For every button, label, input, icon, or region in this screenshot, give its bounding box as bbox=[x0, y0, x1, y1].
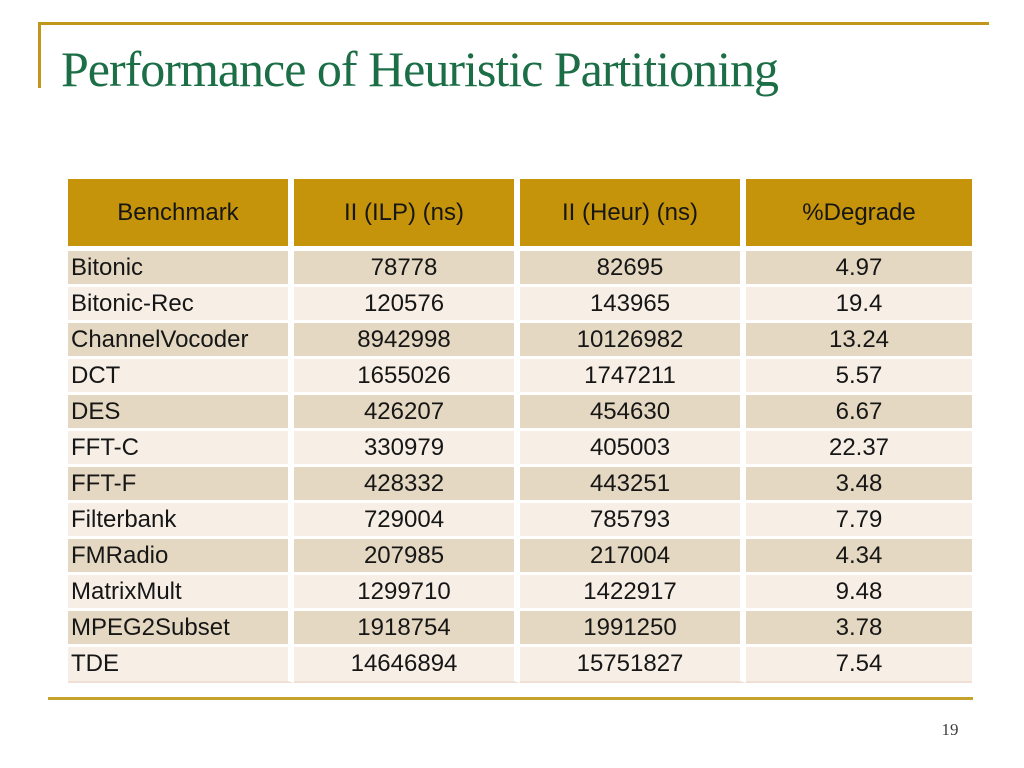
value-cell: 15751827 bbox=[520, 647, 746, 683]
table-row: FFT-C 330979 405003 22.37 bbox=[68, 431, 972, 467]
table-row: MatrixMult 1299710 1422917 9.48 bbox=[68, 575, 972, 611]
value-cell: 4.34 bbox=[746, 539, 972, 575]
value-cell: 785793 bbox=[520, 503, 746, 539]
benchmark-table: Benchmark II (ILP) (ns) II (Heur) (ns) %… bbox=[68, 179, 972, 683]
table-body: Bitonic 78778 82695 4.97 Bitonic-Rec 120576 14… bbox=[68, 251, 972, 683]
benchmark-name-cell: TDE bbox=[68, 647, 294, 683]
table-row: Filterbank 729004 785793 7.79 bbox=[68, 503, 972, 539]
table-header: Benchmark II (ILP) (ns) II (Heur) (ns) %… bbox=[68, 179, 972, 251]
value-cell: 10126982 bbox=[520, 323, 746, 359]
benchmark-name-cell: Bitonic bbox=[68, 251, 294, 287]
value-cell: 1747211 bbox=[520, 359, 746, 395]
value-cell: 3.48 bbox=[746, 467, 972, 503]
table-row: Bitonic-Rec 120576 143965 19.4 bbox=[68, 287, 972, 323]
benchmark-name-cell: ChannelVocoder bbox=[68, 323, 294, 359]
value-cell: 4.97 bbox=[746, 251, 972, 287]
value-cell: 19.4 bbox=[746, 287, 972, 323]
table-row: MPEG2Subset 1918754 1991250 3.78 bbox=[68, 611, 972, 647]
bottom-accent-line bbox=[48, 697, 973, 700]
value-cell: 207985 bbox=[294, 539, 520, 575]
benchmark-name-cell: FFT-C bbox=[68, 431, 294, 467]
value-cell: 3.78 bbox=[746, 611, 972, 647]
table-row: FFT-F 428332 443251 3.48 bbox=[68, 467, 972, 503]
benchmark-name-cell: FMRadio bbox=[68, 539, 294, 575]
value-cell: 1655026 bbox=[294, 359, 520, 395]
table-header-row: Benchmark II (ILP) (ns) II (Heur) (ns) %… bbox=[68, 179, 972, 251]
value-cell: 729004 bbox=[294, 503, 520, 539]
value-cell: 8942998 bbox=[294, 323, 520, 359]
value-cell: 443251 bbox=[520, 467, 746, 503]
value-cell: 1299710 bbox=[294, 575, 520, 611]
value-cell: 1422917 bbox=[520, 575, 746, 611]
value-cell: 78778 bbox=[294, 251, 520, 287]
slide-number: 19 bbox=[941, 720, 959, 739]
value-cell: 426207 bbox=[294, 395, 520, 431]
table-row: Bitonic 78778 82695 4.97 bbox=[68, 251, 972, 287]
value-cell: 143965 bbox=[520, 287, 746, 323]
table-row: FMRadio 207985 217004 4.34 bbox=[68, 539, 972, 575]
column-header-degrade: %Degrade bbox=[746, 179, 972, 251]
column-header-ii-ilp: II (ILP) (ns) bbox=[294, 179, 520, 251]
benchmark-name-cell: DCT bbox=[68, 359, 294, 395]
value-cell: 1918754 bbox=[294, 611, 520, 647]
value-cell: 9.48 bbox=[746, 575, 972, 611]
value-cell: 405003 bbox=[520, 431, 746, 467]
table-row: DCT 1655026 1747211 5.57 bbox=[68, 359, 972, 395]
value-cell: 1991250 bbox=[520, 611, 746, 647]
value-cell: 454630 bbox=[520, 395, 746, 431]
value-cell: 22.37 bbox=[746, 431, 972, 467]
table-row: TDE 14646894 15751827 7.54 bbox=[68, 647, 972, 683]
benchmark-name-cell: Bitonic-Rec bbox=[68, 287, 294, 323]
value-cell: 217004 bbox=[520, 539, 746, 575]
value-cell: 13.24 bbox=[746, 323, 972, 359]
value-cell: 428332 bbox=[294, 467, 520, 503]
value-cell: 82695 bbox=[520, 251, 746, 287]
column-header-benchmark: Benchmark bbox=[68, 179, 294, 251]
benchmark-name-cell: DES bbox=[68, 395, 294, 431]
table-row: DES 426207 454630 6.67 bbox=[68, 395, 972, 431]
page-title: Performance of Heuristic Partitioning bbox=[61, 41, 779, 97]
benchmark-name-cell: MPEG2Subset bbox=[68, 611, 294, 647]
column-header-ii-heur: II (Heur) (ns) bbox=[520, 179, 746, 251]
value-cell: 7.54 bbox=[746, 647, 972, 683]
value-cell: 5.57 bbox=[746, 359, 972, 395]
left-accent-line bbox=[38, 22, 41, 88]
value-cell: 120576 bbox=[294, 287, 520, 323]
table-row: ChannelVocoder 8942998 10126982 13.24 bbox=[68, 323, 972, 359]
value-cell: 14646894 bbox=[294, 647, 520, 683]
value-cell: 7.79 bbox=[746, 503, 972, 539]
value-cell: 6.67 bbox=[746, 395, 972, 431]
value-cell: 330979 bbox=[294, 431, 520, 467]
benchmark-name-cell: FFT-F bbox=[68, 467, 294, 503]
top-accent-line bbox=[38, 22, 989, 25]
benchmark-name-cell: Filterbank bbox=[68, 503, 294, 539]
benchmark-name-cell: MatrixMult bbox=[68, 575, 294, 611]
